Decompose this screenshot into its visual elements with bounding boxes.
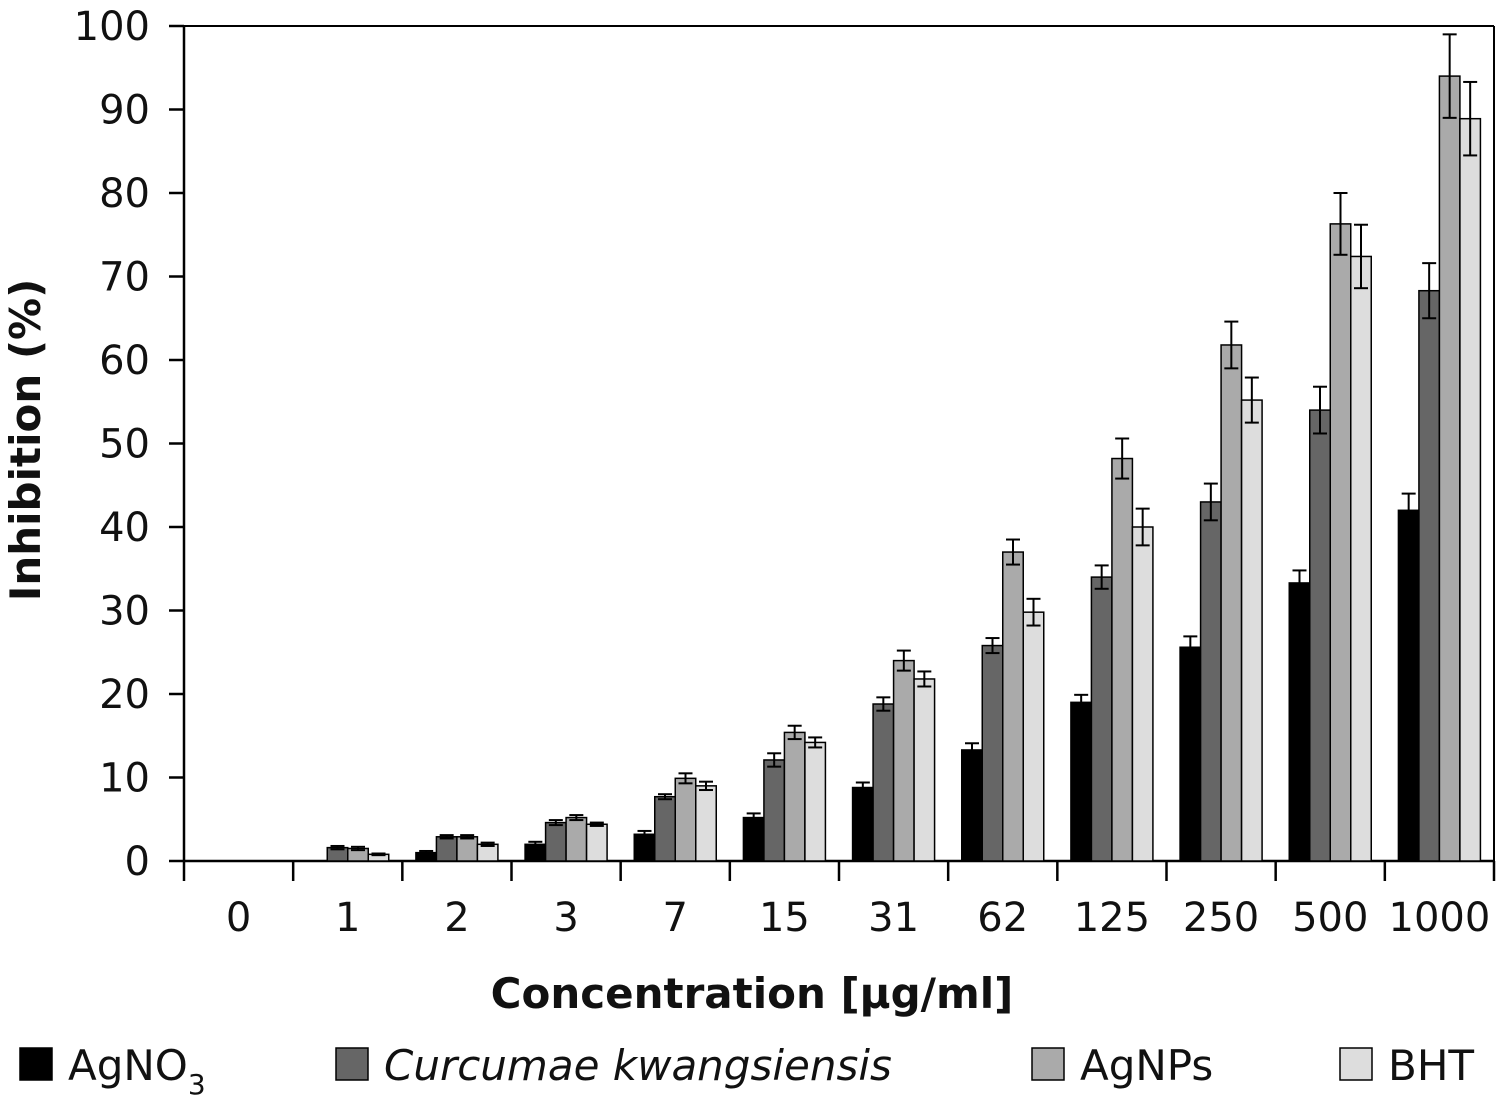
legend-label: AgNO3 xyxy=(68,1041,206,1101)
bar xyxy=(544,821,567,862)
x-tick-label: 1000 xyxy=(1389,895,1491,941)
y-tick-label: 70 xyxy=(99,255,150,301)
y-tick-label: 30 xyxy=(99,589,150,635)
y-tick-label: 60 xyxy=(99,338,150,384)
bar xyxy=(913,678,936,862)
legend-swatch xyxy=(19,1047,53,1081)
legend-swatch xyxy=(1339,1047,1373,1081)
legend: AgNO3 Curcumae kwangsiensis AgNPs BHT xyxy=(19,1041,1474,1101)
legend-label: Curcumae kwangsiensis xyxy=(384,1041,892,1090)
bar xyxy=(435,836,458,862)
bar xyxy=(1397,509,1420,862)
bar xyxy=(763,759,786,862)
y-axis: 0 10 20 30 40 50 60 70 80 90 100 xyxy=(74,4,186,885)
x-tick-label: 125 xyxy=(1074,895,1150,941)
bar xyxy=(1350,255,1372,862)
x-tick-label: 3 xyxy=(553,895,578,941)
bar xyxy=(1240,399,1263,862)
bar xyxy=(674,777,697,862)
legend-swatch xyxy=(335,1047,369,1081)
y-tick-label: 90 xyxy=(99,88,150,134)
y-axis-title: Inhibition (%) xyxy=(1,279,50,602)
x-tick-label: 500 xyxy=(1292,895,1368,941)
bar-series-group xyxy=(326,75,1482,862)
bar xyxy=(1090,576,1113,862)
bar xyxy=(1220,344,1243,862)
bar xyxy=(783,731,806,862)
y-tick-label: 0 xyxy=(125,839,150,885)
x-tick-label: 2 xyxy=(444,895,469,941)
legend-swatch xyxy=(1031,1047,1065,1081)
x-tick-label: 15 xyxy=(759,895,810,941)
bar xyxy=(1179,646,1202,862)
x-tick-label: 0 xyxy=(226,895,251,941)
bar xyxy=(1070,701,1093,862)
x-tick-label: 250 xyxy=(1183,895,1259,941)
y-tick-label: 40 xyxy=(99,505,150,551)
y-tick-label: 80 xyxy=(99,171,150,217)
bar xyxy=(1459,117,1482,862)
bar xyxy=(1329,223,1352,862)
bar xyxy=(1131,526,1154,862)
bar xyxy=(981,644,1004,862)
error-bar-group xyxy=(330,33,1478,857)
bar xyxy=(654,795,676,862)
x-tick-label: 7 xyxy=(663,895,688,941)
bar xyxy=(565,816,588,862)
x-axis-title: Concentration [µg/ml] xyxy=(491,969,1014,1018)
bar xyxy=(851,786,874,862)
legend-label: BHT xyxy=(1388,1041,1474,1090)
bar xyxy=(1111,457,1134,862)
bar xyxy=(1022,611,1045,862)
plot-area xyxy=(184,25,1495,861)
bar xyxy=(1002,551,1024,862)
y-tick-label: 10 xyxy=(99,756,150,802)
bar xyxy=(892,659,915,862)
legend-label: AgNPs xyxy=(1080,1041,1213,1090)
bar xyxy=(456,836,479,862)
x-axis: 0 1 2 3 7 15 31 62 125 250 500 1000 xyxy=(182,859,1496,941)
x-tick-label: 62 xyxy=(977,895,1028,941)
y-tick-label: 20 xyxy=(99,672,150,718)
bar xyxy=(1418,289,1441,862)
x-tick-label: 1 xyxy=(335,895,360,941)
bar xyxy=(695,785,717,862)
y-tick-label: 50 xyxy=(99,422,150,468)
bar xyxy=(1288,582,1311,862)
bar xyxy=(585,823,608,862)
bar xyxy=(872,703,895,862)
bar xyxy=(961,749,983,862)
bar xyxy=(1309,409,1331,862)
bar xyxy=(742,816,765,862)
bar xyxy=(1199,501,1222,862)
bar xyxy=(804,741,827,862)
bar xyxy=(1438,75,1461,862)
y-tick-label: 100 xyxy=(74,4,150,50)
x-tick-label: 31 xyxy=(868,895,919,941)
